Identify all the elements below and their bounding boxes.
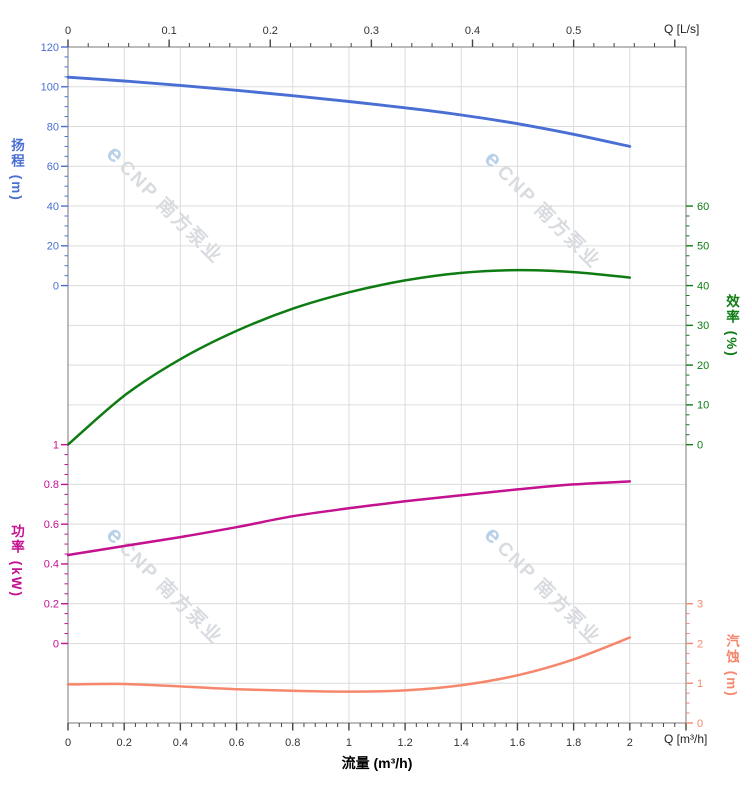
head-axis: 120 100 80 60 40 20 0 [41, 42, 68, 292]
head-tick-label: 0 [53, 280, 59, 292]
flow-axis-title: 流量 (m³/h) [341, 755, 413, 771]
top-axis-tick-label: 0.3 [364, 25, 379, 37]
npsh-axis: 3 2 1 0 [686, 599, 703, 730]
top-axis-tick-label: 0.5 [566, 25, 581, 37]
efficiency-tick-label: 50 [697, 241, 709, 253]
bottom-axis-tick-label: 0.4 [173, 737, 188, 749]
bottom-axis-tick-label: 0.6 [229, 737, 244, 749]
efficiency-tick-label: 30 [697, 320, 709, 332]
efficiency-curve [66, 268, 632, 446]
bottom-axis-tick-label: 1.6 [510, 737, 525, 749]
efficiency-axis-title: 效率 (%) [724, 294, 739, 358]
efficiency-tick-label: 10 [697, 400, 709, 412]
npsh-tick-label: 1 [697, 678, 703, 690]
head-tick-label: 80 [47, 121, 59, 133]
top-x-axis: 0 0.1 0.2 0.3 0.4 0.5 [65, 25, 676, 47]
bottom-axis-tick-label: 1 [346, 737, 352, 749]
power-curve [66, 480, 632, 557]
efficiency-tick-label: 0 [697, 439, 703, 451]
npsh-tick-label: 2 [697, 638, 703, 650]
gridlines [67, 46, 687, 724]
power-tick-label: 0.2 [44, 599, 59, 611]
bottom-axis-tick-label: 1.4 [454, 737, 469, 749]
top-axis-tick-label: 0.1 [161, 25, 176, 37]
power-tick-label: 0.4 [44, 559, 59, 571]
npsh-tick-label: 3 [697, 599, 703, 611]
bottom-axis-tick-label: 1.2 [397, 737, 412, 749]
power-axis: 1 0.8 0.6 0.4 0.2 0 [44, 439, 68, 650]
top-axis-tick-label: 0.4 [465, 25, 480, 37]
bottom-axis-unit-label: Q [m³/h] [664, 732, 708, 746]
head-tick-label: 40 [47, 201, 59, 213]
top-axis-tick-label: 0.2 [263, 25, 278, 37]
power-tick-label: 1 [53, 439, 59, 451]
bottom-axis-tick-label: 1.8 [566, 737, 581, 749]
plot-frame [67, 46, 687, 724]
head-tick-label: 20 [47, 241, 59, 253]
power-axis-title: 功率 (kW) [9, 524, 24, 598]
top-axis-tick-label: 0 [65, 25, 71, 37]
efficiency-tick-label: 60 [697, 201, 709, 213]
bottom-axis-tick-label: 2 [627, 737, 633, 749]
efficiency-tick-label: 40 [697, 280, 709, 292]
npsh-curve [66, 636, 632, 693]
head-tick-label: 120 [41, 42, 59, 54]
head-tick-label: 60 [47, 161, 59, 173]
top-axis-unit-label: Q [L/s] [664, 22, 700, 36]
bottom-x-axis: 0 0.2 0.4 0.6 0.8 1 1.2 1.4 1.6 1.8 2 [65, 723, 687, 749]
power-tick-label: 0 [53, 638, 59, 650]
head-curve [66, 75, 632, 148]
efficiency-tick-label: 20 [697, 360, 709, 372]
head-axis-title: 扬程 (m) [9, 138, 24, 202]
bottom-axis-tick-label: 0.2 [117, 737, 132, 749]
efficiency-axis: 60 50 40 30 20 10 0 [686, 201, 709, 451]
npsh-tick-label: 0 [697, 718, 703, 730]
bottom-axis-tick-label: 0.8 [285, 737, 300, 749]
power-tick-label: 0.6 [44, 519, 59, 531]
bottom-axis-tick-label: 0 [65, 737, 71, 749]
npsh-axis-title: 汽蚀 (m) [724, 634, 739, 698]
power-tick-label: 0.8 [44, 479, 59, 491]
head-tick-label: 100 [41, 82, 59, 94]
